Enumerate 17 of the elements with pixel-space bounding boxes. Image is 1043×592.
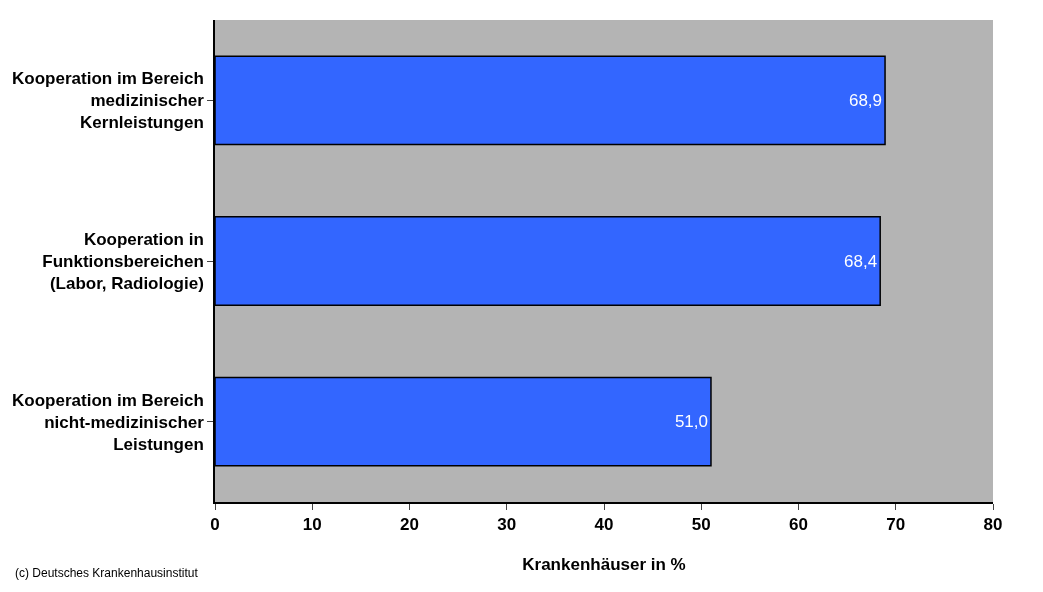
x-tick-label: 30 xyxy=(497,515,517,535)
x-tick-label: 80 xyxy=(983,515,1003,535)
x-tick-label: 70 xyxy=(886,515,906,535)
data-label: 68,9 xyxy=(848,90,883,110)
x-tick-label: 40 xyxy=(594,515,614,535)
x-tick-label: 0 xyxy=(210,515,220,535)
y-tick-label: Kooperation im Bereich medizinischer Kernleistungen xyxy=(12,69,205,133)
y-tick-label: Kooperation in Funktionsbereichen (Labor, Radiologie) xyxy=(42,229,204,294)
x-tick-label: 20 xyxy=(400,515,419,535)
data-label: 68,4 xyxy=(844,251,878,271)
text: (c) Deutsches Krankenhausinstitut xyxy=(15,566,199,580)
x-tick-label: 60 xyxy=(789,515,808,535)
x-axis-title: Krankenhäuser in % xyxy=(522,555,686,575)
x-tick-label: 50 xyxy=(691,515,711,535)
y-tick-label: Kooperation im Bereich nicht-medizinischer Leistungen xyxy=(12,390,205,454)
x-tick-label: 10 xyxy=(302,515,322,535)
data-label: 51,0 xyxy=(674,412,708,432)
